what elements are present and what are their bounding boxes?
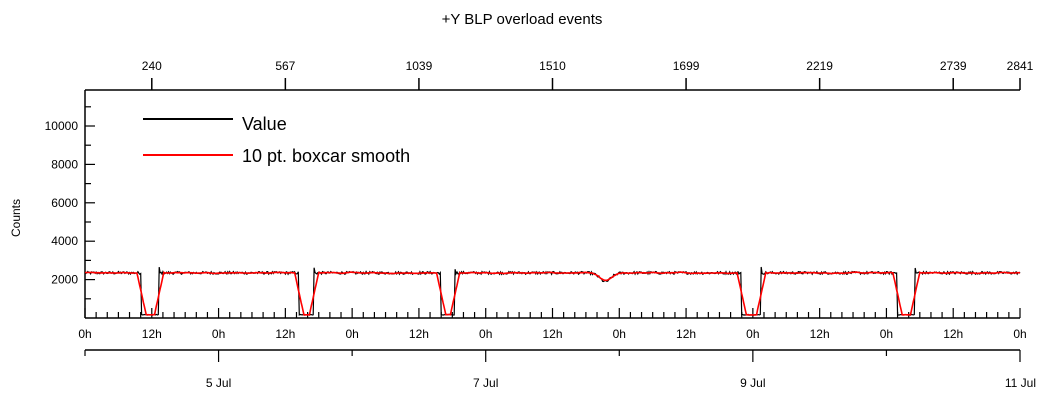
x-axis-hour-label: 0h (479, 327, 492, 341)
x-axis-hour-label: 0h (613, 327, 626, 341)
y-axis-tick-label: 2000 (51, 273, 78, 287)
x-axis-hour-label: 12h (275, 327, 295, 341)
x-axis-hour-label: 12h (943, 327, 963, 341)
date-axis-label: 7 Jul (473, 376, 498, 390)
series-value-line (84, 266, 1021, 316)
legend-label-value: Value (242, 114, 287, 134)
x-axis-hour-label: 12h (142, 327, 162, 341)
chart-title: +Y BLP overload events (442, 11, 603, 28)
y-axis-tick-label: 6000 (51, 196, 78, 210)
top-axis-tick-label: 1510 (539, 59, 566, 73)
date-axis-label: 5 Jul (206, 376, 231, 390)
date-axis-label: 11 Jul (1005, 376, 1036, 390)
legend-label-smooth: 10 pt. boxcar smooth (242, 146, 410, 166)
top-axis-tick-label: 2739 (940, 59, 967, 73)
y-axis-label: Counts (9, 199, 23, 237)
x-axis-hour-label: 0h (880, 327, 893, 341)
x-axis-hour-label: 12h (542, 327, 562, 341)
bottom-axis: 0h 12h 0h 12h 0h 12h 0h 12h 0h 12h 0h 12h 0h 12h 0h (78, 308, 1027, 341)
top-axis-tick-label: 2219 (806, 59, 833, 73)
series-smooth-line (85, 271, 1021, 316)
x-axis-hour-label: 0h (345, 327, 358, 341)
plot-area (84, 266, 1021, 316)
top-axis: 240 567 1039 1510 1699 2219 2739 2841 (85, 59, 1034, 91)
x-axis-hour-label: 0h (212, 327, 225, 341)
top-axis-tick-label: 2841 (1007, 59, 1034, 73)
legend: Value 10 pt. boxcar smooth (143, 114, 410, 166)
date-axis: 5 Jul 7 Jul 9 Jul 11 Jul (84, 349, 1036, 390)
x-axis-hour-label: 0h (746, 327, 759, 341)
x-axis-hour-label: 0h (1013, 327, 1026, 341)
date-axis-label: 9 Jul (740, 376, 765, 390)
x-axis-hour-label: 12h (810, 327, 830, 341)
x-axis-hour-label: 12h (676, 327, 696, 341)
y-axis-tick-label: 10000 (45, 119, 79, 133)
y-axis-tick-label: 4000 (51, 234, 78, 248)
x-axis-hour-label: 0h (78, 327, 91, 341)
y-axis-tick-label: 8000 (51, 157, 78, 171)
top-axis-tick-label: 240 (142, 59, 162, 73)
x-axis-hour-label: 12h (409, 327, 429, 341)
top-axis-tick-label: 1039 (406, 59, 433, 73)
left-axis: 2000 4000 6000 8000 10000 (45, 90, 95, 318)
top-axis-tick-label: 567 (275, 59, 295, 73)
top-axis-tick-label: 1699 (673, 59, 700, 73)
